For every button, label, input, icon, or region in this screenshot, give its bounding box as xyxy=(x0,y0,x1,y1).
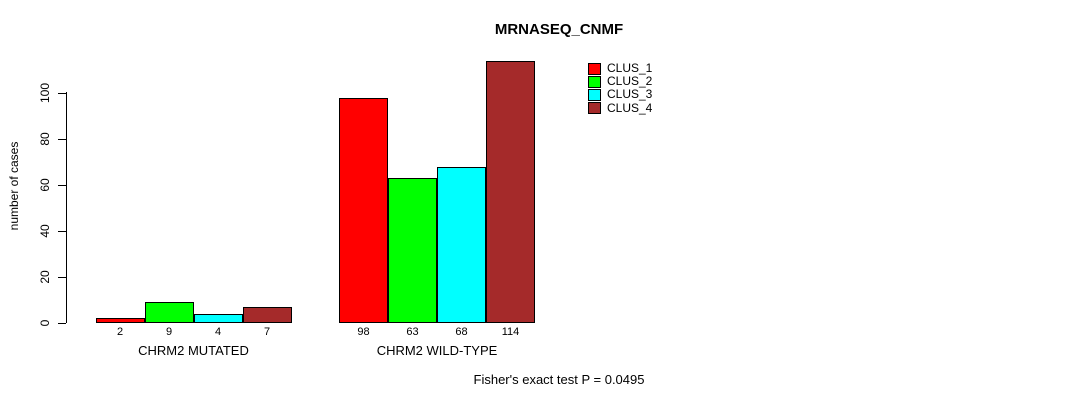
y-tick-mark xyxy=(58,184,66,186)
annotation-text: Fisher's exact test P = 0.0495 xyxy=(473,372,645,387)
legend-label: CLUS_3 xyxy=(607,87,653,102)
bar-value-label: 114 xyxy=(501,326,520,338)
legend: CLUS_1 CLUS_2 CLUS_3 CLUS_4 xyxy=(588,62,652,115)
group-label-wild-type: CHRM2 WILD-TYPE xyxy=(376,343,498,358)
y-tick-mark xyxy=(58,230,66,232)
y-tick-label: 60 xyxy=(38,178,52,192)
bar-clus_1-mutated xyxy=(95,318,145,323)
bar-clus_1-wild-type xyxy=(339,98,388,323)
bar-clus_3-mutated xyxy=(193,314,243,323)
bar-clus_2-wild-type xyxy=(388,178,437,323)
y-tick-label: 40 xyxy=(38,224,52,238)
legend-row: CLUS_3 xyxy=(588,88,652,101)
y-axis-line xyxy=(66,92,67,323)
y-tick-label: 100 xyxy=(38,82,52,104)
legend-row: CLUS_1 xyxy=(588,62,652,75)
legend-swatch-clus_1 xyxy=(588,62,601,75)
group-label-mutated: CHRM2 MUTATED xyxy=(138,343,249,358)
bar-value-label: 2 xyxy=(116,326,124,338)
y-tick-mark xyxy=(58,322,66,324)
legend-label: CLUS_4 xyxy=(607,100,653,115)
chart-title: MRNASEQ_CNMF xyxy=(494,21,624,38)
y-tick-label: 0 xyxy=(38,319,52,327)
legend-swatch-clus_2 xyxy=(588,75,601,88)
y-tick-label: 80 xyxy=(38,132,52,146)
bar-clus_4-wild-type xyxy=(486,61,535,323)
bar-clus_4-mutated xyxy=(242,307,292,323)
bar-value-label: 7 xyxy=(263,326,271,338)
y-tick-mark xyxy=(58,92,66,94)
legend-label: CLUS_2 xyxy=(607,74,653,89)
bar-value-label: 98 xyxy=(357,326,370,338)
bar-clus_2-mutated xyxy=(144,302,194,323)
legend-label: CLUS_1 xyxy=(607,61,653,76)
y-axis-label: number of cases xyxy=(7,141,21,231)
bar-value-label: 68 xyxy=(455,326,468,338)
legend-row: CLUS_4 xyxy=(588,100,653,115)
bar-value-label: 63 xyxy=(406,326,419,338)
bar-value-label: 4 xyxy=(214,326,222,338)
y-tick-label: 20 xyxy=(38,270,52,284)
legend-row: CLUS_2 xyxy=(588,75,652,88)
bar-clus_3-wild-type xyxy=(437,167,486,323)
y-tick-mark xyxy=(58,276,66,278)
legend-swatch-clus_4 xyxy=(588,102,601,115)
bar-value-label: 9 xyxy=(165,326,173,338)
y-tick-mark xyxy=(58,138,66,140)
legend-swatch-clus_3 xyxy=(588,88,601,101)
